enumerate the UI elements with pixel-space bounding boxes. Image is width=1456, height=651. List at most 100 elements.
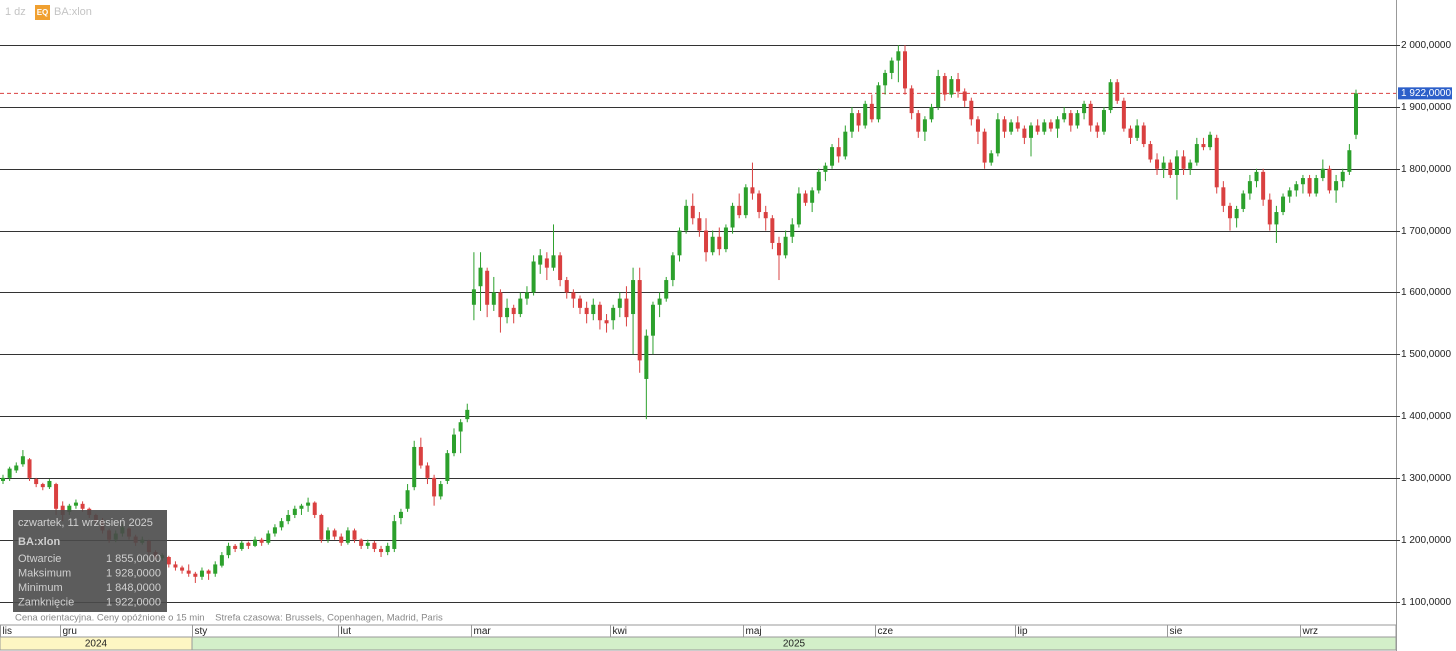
candle-body: [863, 103, 868, 126]
candle-body: [193, 573, 198, 577]
candle-body: [312, 502, 317, 515]
candle-body: [803, 193, 808, 203]
candle-body: [471, 289, 476, 305]
candle-body: [1029, 125, 1034, 138]
info-date: czwartek, 11 wrzesień 2025: [18, 517, 153, 529]
candle-body: [445, 453, 450, 481]
candle-body: [1141, 125, 1146, 145]
y-tick-label: 1 100,0000: [1401, 597, 1451, 608]
candle-body: [564, 280, 569, 293]
candle-body: [551, 255, 556, 268]
candle-body: [1128, 128, 1133, 138]
candle-body: [611, 307, 616, 321]
candle-body: [485, 270, 490, 305]
candle-body: [737, 205, 742, 216]
y-tick-label: 1 300,0000: [1401, 473, 1451, 484]
candle-body: [352, 530, 357, 540]
candle-body: [584, 307, 589, 315]
candle-body: [1155, 159, 1160, 169]
candle-body: [253, 539, 258, 546]
candle-body: [1022, 128, 1027, 138]
candle-body: [1115, 82, 1120, 101]
info-value: 1 855,0000: [106, 553, 161, 565]
candle-body: [836, 147, 841, 157]
candles: [1, 45, 1358, 583]
candle-body: [1294, 184, 1299, 191]
y-tick-label: 2 000,0000: [1401, 40, 1451, 51]
candle-body: [995, 119, 1000, 154]
candle-body: [670, 255, 675, 281]
candle-body: [644, 335, 649, 379]
candle-body: [1221, 187, 1226, 206]
info-label: Maksimum: [18, 567, 71, 579]
candle-body: [325, 530, 330, 540]
candle-body: [226, 545, 231, 556]
candle-body: [1075, 113, 1080, 126]
candle-body: [173, 564, 178, 568]
last-price-label: 1 922,0000: [1401, 88, 1451, 99]
candle-body: [372, 542, 377, 549]
candle-body: [1314, 178, 1319, 194]
candle-body: [883, 72, 888, 86]
candle-body: [830, 147, 835, 166]
candle-body: [491, 292, 496, 305]
candle-body: [843, 131, 848, 157]
info-label: Otwarcie: [18, 553, 61, 565]
candle-body: [664, 280, 669, 299]
candle-body: [1188, 162, 1193, 169]
candle-body: [246, 542, 251, 546]
candle-body: [458, 422, 463, 432]
candle-body: [717, 236, 722, 250]
candle-body: [810, 190, 815, 203]
info-label: Minimum: [18, 582, 63, 594]
x-tick-label: cze: [878, 626, 894, 637]
candle-body: [956, 79, 961, 92]
candle-body: [869, 103, 874, 120]
candle-body: [916, 113, 921, 132]
candle-body: [1135, 125, 1140, 138]
candle-body: [266, 533, 271, 543]
candle-body: [690, 205, 695, 219]
candle-body: [763, 212, 768, 219]
y-tick-label: 1 400,0000: [1401, 411, 1451, 422]
candle-body: [73, 502, 78, 506]
candle-body: [1340, 171, 1345, 182]
badge: EQ: [37, 8, 49, 17]
candle-body: [1354, 93, 1358, 135]
candle-body: [909, 88, 914, 114]
candle-body: [989, 153, 994, 163]
candle-body: [1095, 125, 1100, 132]
candle-body: [796, 193, 801, 225]
candle-body: [465, 409, 470, 420]
candle-body: [1234, 208, 1239, 219]
info-bg: [13, 510, 167, 612]
x-tick-label: kwi: [613, 626, 627, 637]
candle-body: [558, 255, 563, 281]
candle-body: [743, 187, 748, 216]
candle-body: [1, 477, 5, 481]
candle-body: [385, 545, 390, 553]
candle-body: [631, 280, 636, 315]
grid: [0, 45, 1396, 603]
candle-body: [949, 79, 954, 95]
candle-body: [776, 242, 781, 256]
candle-body: [849, 113, 854, 132]
candle-body: [505, 307, 510, 318]
candle-body: [571, 292, 576, 299]
candle-body: [279, 521, 284, 528]
candle-body: [1015, 122, 1020, 129]
candle-body: [7, 468, 12, 478]
candle-body: [1334, 181, 1339, 191]
candle-body: [199, 570, 204, 577]
y-tick-label: 1 800,0000: [1401, 164, 1451, 175]
candle-body: [1267, 199, 1272, 225]
candle-body: [425, 465, 430, 478]
candle-body: [1300, 178, 1305, 185]
interval: 1 dz: [5, 6, 26, 18]
candle-body: [306, 502, 311, 506]
x-tick-label: lut: [341, 626, 352, 637]
candle-body: [1201, 144, 1206, 148]
candle-body: [339, 536, 344, 543]
